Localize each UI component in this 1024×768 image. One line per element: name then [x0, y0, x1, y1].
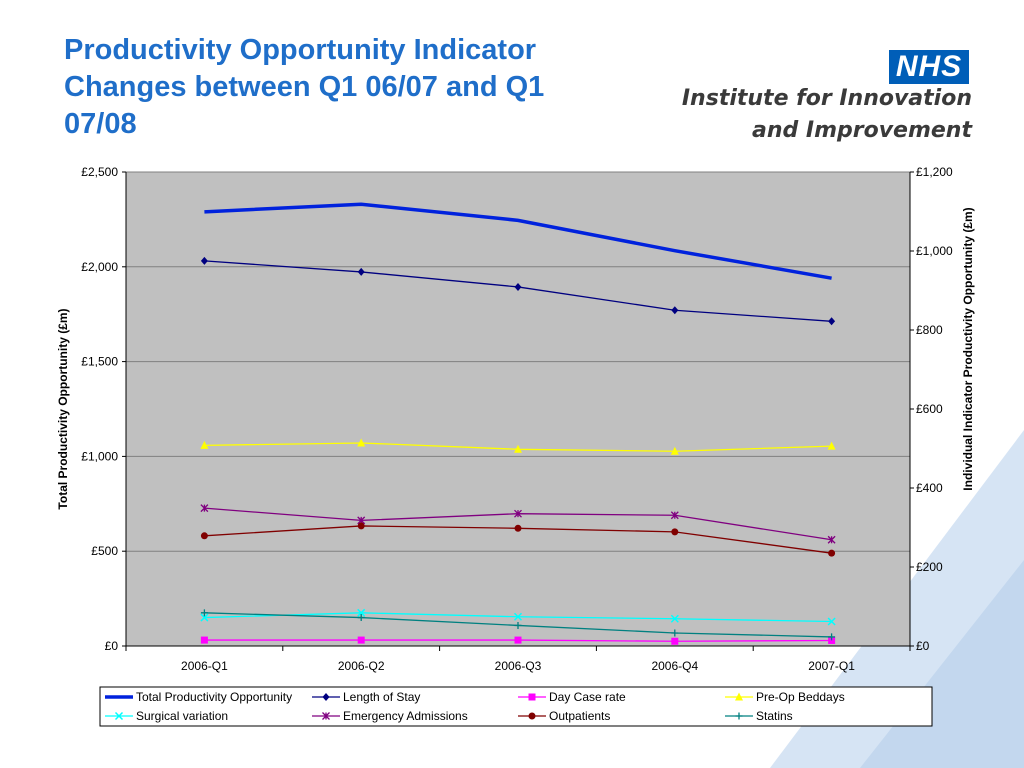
legend-label-statins: Statins: [756, 709, 793, 723]
data-point-length-of-stay: [514, 282, 522, 291]
series-day-case-rate: [200, 636, 836, 645]
legend-label-pre-op-beddays: Pre-Op Beddays: [756, 690, 845, 704]
legend-label-emergency-admissions: Emergency Admissions: [343, 709, 468, 723]
data-point-pre-op-beddays: [357, 438, 366, 447]
left-tick-label: £1,500: [81, 355, 118, 369]
data-point-emergency-admissions: [827, 535, 836, 544]
data-point-pre-op-beddays: [514, 444, 522, 453]
data-point-outpatients: [200, 532, 208, 540]
logo-line-2: and Improvement: [751, 118, 972, 143]
data-point-surgical-variation: [200, 613, 209, 622]
right-axis-title: Individual Indicator Productivity Opport…: [961, 207, 975, 490]
data-point-surgical-variation: [827, 617, 836, 626]
left-tick-label: £1,000: [81, 449, 118, 463]
right-tick-label: £0: [916, 639, 930, 653]
legend-label-total-productivity-opportunity: Total Productivity Opportunity: [136, 690, 292, 704]
right-tick-label: £1,200: [916, 165, 953, 179]
series-total-productivity-opportunity: [204, 202, 832, 280]
x-tick-label: 2006-Q2: [338, 659, 385, 673]
series-length-of-stay: [200, 256, 836, 326]
right-tick-label: £800: [916, 323, 943, 337]
logo-line-1: Institute for Innovation: [681, 86, 972, 111]
legend-entry-statins: Statins: [725, 709, 793, 723]
data-point-outpatients: [828, 549, 836, 557]
slide-title: Productivity Opportunity Indicator Chang…: [64, 34, 545, 140]
data-point-statins: [828, 633, 836, 641]
left-tick-label: £2,500: [81, 165, 118, 179]
series-pre-op-beddays: [200, 438, 836, 455]
series-statins: [200, 609, 836, 641]
data-point-statins: [514, 621, 522, 629]
legend-box: [99, 686, 933, 727]
right-tick-label: £1,000: [916, 244, 953, 258]
nhs-institute-logo: NHS Institute for Innovation and Improve…: [662, 50, 972, 150]
legend-marker-surgical-variation: [114, 711, 124, 721]
x-tick-label: 2006-Q4: [651, 659, 698, 673]
data-point-length-of-stay: [357, 267, 365, 276]
series-lines: [200, 202, 836, 645]
series-line-total-productivity-opportunity: [204, 202, 832, 280]
data-point-outpatients: [514, 524, 522, 532]
data-point-surgical-variation: [670, 614, 679, 623]
data-point-day-case-rate: [828, 636, 836, 644]
data-point-emergency-admissions: [200, 504, 209, 513]
legend-marker-emergency-admissions: [322, 712, 330, 720]
data-point-pre-op-beddays: [670, 446, 679, 455]
data-point-surgical-variation: [357, 608, 366, 617]
left-tick-label: £0: [105, 639, 119, 653]
data-point-surgical-variation: [513, 612, 523, 621]
right-tick-label: £400: [916, 481, 943, 495]
legend-marker-pre-op-beddays: [735, 692, 743, 701]
legend-label-surgical-variation: Surgical variation: [136, 709, 228, 723]
plot-background: [125, 171, 911, 647]
x-tick-label: 2007-Q1: [808, 659, 855, 673]
legend-entry-total-productivity-opportunity: Total Productivity Opportunity: [105, 690, 292, 704]
data-point-length-of-stay: [828, 317, 836, 326]
series-outpatients: [200, 522, 836, 557]
data-point-pre-op-beddays: [200, 440, 209, 449]
nhs-logo-box: NHS: [889, 50, 969, 84]
right-tick-label: £600: [916, 402, 943, 416]
data-point-length-of-stay: [200, 256, 208, 265]
legend-label-day-case-rate: Day Case rate: [549, 690, 626, 704]
legend-marker-length-of-stay: [322, 693, 330, 701]
legend-marker-day-case-rate: [528, 693, 536, 701]
series-surgical-variation: [200, 608, 836, 626]
left-tick-label: £500: [91, 544, 118, 558]
legend-marker-statins: [735, 712, 743, 720]
plot-area: [125, 171, 911, 647]
data-point-outpatients: [671, 528, 679, 536]
legend-entry-day-case-rate: Day Case rate: [518, 690, 626, 704]
data-point-day-case-rate: [514, 636, 522, 644]
data-point-day-case-rate: [200, 636, 208, 644]
left-tick-label: £2,000: [81, 260, 118, 274]
data-point-day-case-rate: [357, 636, 365, 644]
legend-label-outpatients: Outpatients: [549, 709, 610, 723]
chart-legend: Total Productivity Opportunity Length of …: [99, 686, 933, 727]
data-point-length-of-stay: [671, 306, 679, 315]
data-point-day-case-rate: [671, 637, 679, 645]
data-point-statins: [200, 609, 208, 617]
data-point-statins: [671, 629, 679, 637]
axes: £0 £500 £1,000 £1,500 £2,000 £2,500 £0 £200 £400…: [56, 165, 975, 673]
data-point-emergency-admissions: [670, 511, 679, 520]
x-tick-label: 2006-Q3: [495, 659, 542, 673]
legend-entry-emergency-admissions: Emergency Admissions: [312, 709, 468, 723]
data-point-statins: [357, 614, 365, 622]
x-tick-label: 2006-Q1: [181, 659, 228, 673]
legend-entry-outpatients: Outpatients: [518, 709, 610, 723]
data-point-pre-op-beddays: [827, 441, 836, 450]
legend-entry-length-of-stay: Length of Stay: [312, 690, 420, 704]
right-tick-label: £200: [916, 560, 943, 574]
left-axis-title: Total Productivity Opportunity (£m): [56, 308, 70, 509]
legend-entry-surgical-variation: Surgical variation: [105, 709, 228, 723]
legend-label-length-of-stay: Length of Stay: [343, 690, 420, 704]
series-emergency-admissions: [200, 504, 836, 544]
legend-entry-pre-op-beddays: Pre-Op Beddays: [725, 690, 845, 704]
legend-marker-outpatients: [528, 712, 536, 720]
data-point-emergency-admissions: [514, 509, 522, 518]
data-point-outpatients: [357, 522, 365, 530]
